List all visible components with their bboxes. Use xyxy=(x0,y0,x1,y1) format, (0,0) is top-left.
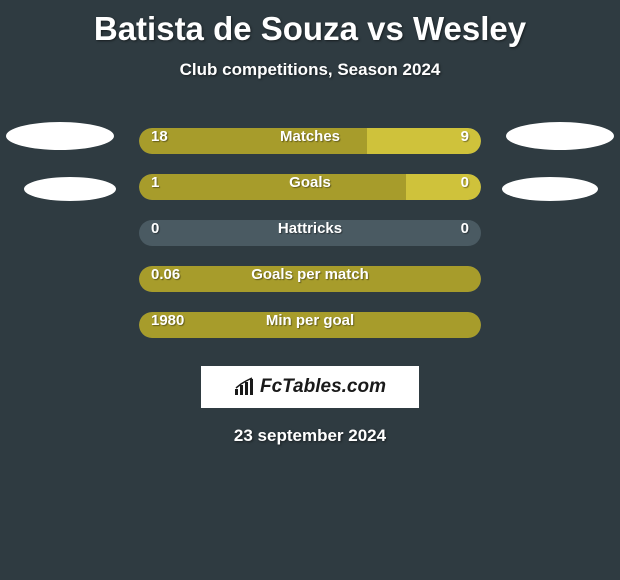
stat-value-right: 9 xyxy=(461,128,469,145)
stat-label: Min per goal xyxy=(266,312,354,329)
comparison-subtitle: Club competitions, Season 2024 xyxy=(0,60,620,80)
player-photo-placeholder xyxy=(24,177,116,201)
stat-value-left: 18 xyxy=(151,128,168,145)
fctables-logo: FcTables.com xyxy=(201,366,419,408)
stat-value-right: 0 xyxy=(461,220,469,237)
stat-label: Hattricks xyxy=(278,220,342,237)
stat-label: Goals xyxy=(289,174,331,191)
stat-bar-right xyxy=(406,174,481,200)
player-photo-placeholder xyxy=(506,122,614,150)
stat-bar-left xyxy=(139,174,406,200)
stat-row: 0.06 Goals per match xyxy=(0,256,620,302)
stat-value-left: 0.06 xyxy=(151,266,180,283)
stat-bar-track: 18 9 Matches xyxy=(139,128,481,154)
stat-bar-track: 1980 Min per goal xyxy=(139,312,481,338)
logo-text: FcTables.com xyxy=(260,376,386,398)
player-photo-placeholder xyxy=(6,122,114,150)
stat-value-left: 1980 xyxy=(151,312,184,329)
chart-icon xyxy=(234,377,256,397)
stat-row: 1980 Min per goal xyxy=(0,302,620,348)
stats-container: 18 9 Matches 1 0 Goals 0 0 Hattricks 0.06 Goals pe… xyxy=(0,118,620,348)
stat-bar-track: 0.06 Goals per match xyxy=(139,266,481,292)
stat-bar-track: 0 0 Hattricks xyxy=(139,220,481,246)
player-photo-placeholder xyxy=(502,177,598,201)
stat-value-right: 0 xyxy=(461,174,469,191)
comparison-title: Batista de Souza vs Wesley xyxy=(0,0,620,48)
stat-label: Goals per match xyxy=(251,266,369,283)
stat-value-left: 1 xyxy=(151,174,159,191)
date-label: 23 september 2024 xyxy=(0,426,620,446)
stat-value-left: 0 xyxy=(151,220,159,237)
stat-bar-track: 1 0 Goals xyxy=(139,174,481,200)
stat-row: 0 0 Hattricks xyxy=(0,210,620,256)
stat-label: Matches xyxy=(280,128,340,145)
